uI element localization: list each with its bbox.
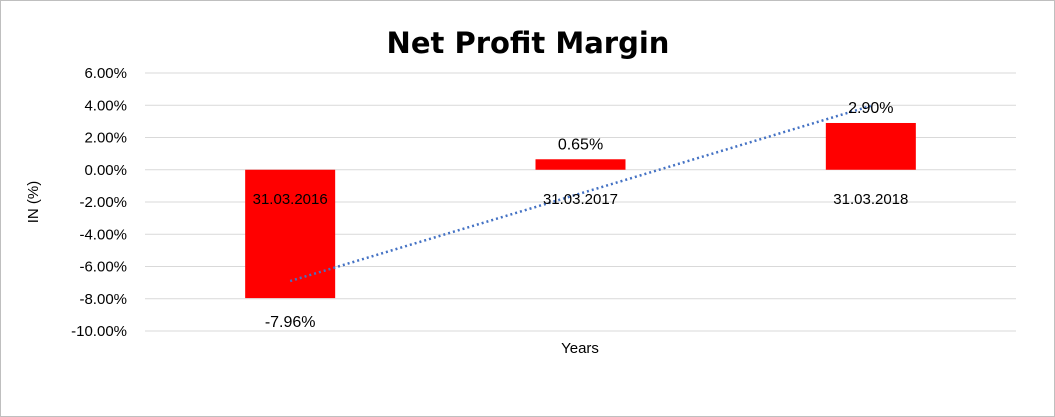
data-label: 0.65% — [558, 136, 603, 153]
y-tick-label: 4.00% — [84, 97, 127, 114]
bar — [245, 169, 336, 299]
y-tick-label: -6.00% — [79, 259, 127, 276]
y-axis-label: IN (%) — [25, 181, 42, 224]
y-tick-label: -4.00% — [79, 226, 127, 243]
bar — [825, 122, 916, 170]
bars — [245, 122, 916, 299]
y-tick-label: 2.00% — [84, 130, 127, 147]
bar — [535, 159, 626, 170]
y-axis-ticks: 6.00% 4.00% 2.00% 0.00% -2.00% -4.00% -6.00% -8… — [71, 65, 127, 340]
x-axis-label: Years — [561, 340, 599, 357]
category-label: 31.03.2018 — [833, 191, 908, 208]
y-tick-label: -8.00% — [79, 291, 127, 308]
y-tick-label: 0.00% — [84, 162, 127, 179]
chart-title: Net Profit Margin — [387, 26, 670, 60]
y-tick-label: -10.00% — [71, 323, 127, 340]
data-labels: -7.96% 0.65% 2.90% — [265, 100, 894, 331]
trendline — [289, 104, 872, 283]
y-tick-label: -2.00% — [79, 194, 127, 211]
trendline-group — [289, 104, 872, 283]
category-label: 31.03.2016 — [253, 191, 328, 208]
y-tick-label: 6.00% — [84, 65, 127, 82]
category-label: 31.03.2017 — [543, 191, 618, 208]
data-label: -7.96% — [265, 314, 316, 331]
data-label: 2.90% — [848, 100, 893, 117]
category-labels: 31.03.2016 31.03.2017 31.03.2018 — [253, 191, 909, 208]
